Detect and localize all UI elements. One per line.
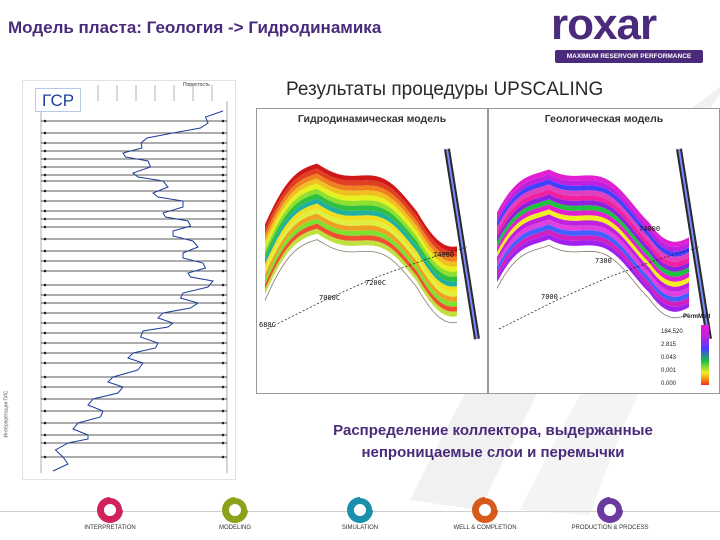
log-vertical-label: Интерпретация ГИС: [3, 390, 10, 438]
depth-label: 680С: [259, 321, 276, 329]
upscaling-title: Результаты процедуры UPSCALING: [286, 79, 604, 100]
depth-label: 74000: [433, 251, 455, 259]
log-header-label: Пористость: [183, 82, 210, 88]
geo-model-image: [496, 148, 712, 340]
well-log-chart: [40, 85, 228, 473]
legend-value: 184.520: [661, 329, 683, 335]
well-log-panel: ГСР Пористость Интерпретация ГИС: [3, 80, 236, 480]
well-completion-icon: [472, 496, 499, 523]
footer-well-completion: WELL & COMPLETION: [420, 494, 550, 531]
legend-value: 0.001: [661, 368, 677, 374]
depth-label: 7000С: [319, 294, 341, 302]
hydro-model-image: [264, 148, 480, 340]
modeling-icon: [222, 496, 249, 523]
footer-production-process: PRODUCTION & PROCESS: [545, 494, 675, 531]
legend-value: 0.043: [661, 355, 677, 361]
logo-tagline: MAXIMUM RESERVOIR PERFORMANCE: [555, 50, 703, 63]
footer-interpretation: INTERPRETATION: [45, 494, 175, 531]
hydro-model-label: Гидродинамическая модель: [297, 113, 447, 125]
logo-wordmark: roxar: [551, 0, 657, 49]
depth-label: 7000: [541, 293, 558, 301]
legend-value: 0.000: [661, 381, 677, 387]
footer-label: WELL & COMPLETION: [453, 525, 517, 531]
production-process-icon: [597, 496, 624, 523]
roxar-logo: roxar MAXIMUM RESERVOIR PERFORMANCE: [545, 0, 705, 66]
caption-text: Распределение коллектора, выдержанные не…: [333, 422, 653, 461]
depth-label: 7200С: [365, 279, 387, 287]
simulation-icon: [347, 496, 374, 523]
footer-simulation: SIMULATION: [295, 494, 425, 531]
depth-label: 74000: [639, 225, 661, 233]
gsr-badge: ГСР: [35, 88, 82, 112]
footer-label: MODELING: [218, 525, 251, 531]
geo-model-panel: Геологическая модель 74000 7300 7000 Per…: [488, 108, 720, 394]
footer-label: SIMULATION: [341, 525, 379, 531]
legend-colorbar: [701, 325, 709, 385]
geo-model-label: Геологическая модель: [544, 113, 664, 125]
interpretation-icon: [97, 496, 124, 523]
footer-label: PRODUCTION & PROCESS: [571, 525, 649, 531]
permmod-legend: PermMod 184.520 2.815 0.043 0.001 0.000: [661, 314, 717, 389]
legend-title: PermMod: [683, 314, 711, 320]
page-title: Модель пласта: Геология -> Гидродинамика: [8, 18, 382, 37]
legend-value: 2.815: [661, 342, 677, 348]
footer-modeling: MODELING: [170, 494, 300, 531]
footer-label: INTERPRETATION: [84, 525, 136, 531]
hydro-model-panel: Гидродинамическая модель 74000 7200С 700…: [256, 108, 488, 394]
depth-label: 7300: [595, 257, 612, 265]
